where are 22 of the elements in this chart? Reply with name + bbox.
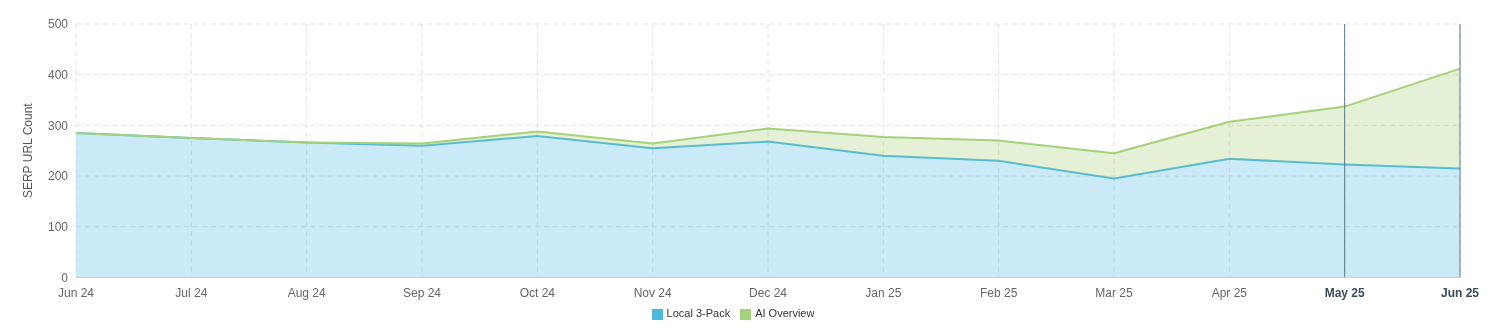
y-tick-label: 0	[61, 270, 69, 285]
x-tick-label: Jun 25	[1440, 286, 1480, 301]
legend-label: Local 3-Pack	[666, 307, 731, 320]
x-tick-label: Mar 25	[1095, 286, 1133, 301]
x-tick-label: Feb 25	[979, 286, 1018, 301]
x-tick-label: Jun 24	[57, 286, 95, 301]
x-tick-label: May 25	[1324, 286, 1365, 301]
x-tick-label: Oct 24	[519, 286, 556, 301]
x-tick-label: Nov 24	[633, 286, 672, 301]
y-tick-label: 300	[47, 118, 69, 133]
x-tick-label: Jul 24	[175, 286, 208, 301]
legend-label: AI Overview	[755, 307, 815, 320]
y-tick-label: 200	[47, 169, 69, 184]
y-tick-label: 400	[47, 67, 69, 82]
y-tick-label: 100	[47, 219, 69, 234]
x-tick-label: Jan 25	[865, 286, 902, 301]
x-tick-label: Aug 24	[287, 286, 326, 301]
x-tick-label: Apr 25	[1211, 286, 1248, 301]
y-tick-label: 500	[47, 17, 69, 32]
x-tick-label: Sep 24	[402, 286, 442, 301]
y-axis-title: SERP URL Count	[21, 102, 36, 199]
x-tick-label: Dec 24	[748, 286, 788, 301]
